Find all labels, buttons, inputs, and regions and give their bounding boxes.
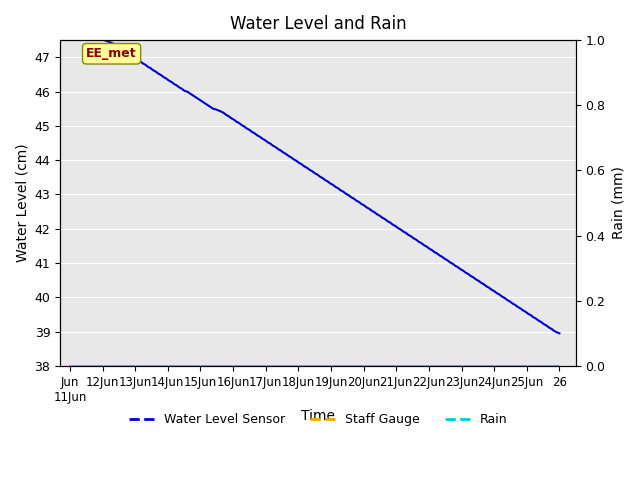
Y-axis label: Rain (mm): Rain (mm): [611, 167, 625, 240]
Text: EE_met: EE_met: [86, 47, 137, 60]
Title: Water Level and Rain: Water Level and Rain: [230, 15, 406, 33]
Y-axis label: Water Level (cm): Water Level (cm): [15, 144, 29, 263]
X-axis label: Time: Time: [301, 409, 335, 423]
Legend: Water Level Sensor, Staff Gauge, Rain: Water Level Sensor, Staff Gauge, Rain: [124, 408, 512, 432]
